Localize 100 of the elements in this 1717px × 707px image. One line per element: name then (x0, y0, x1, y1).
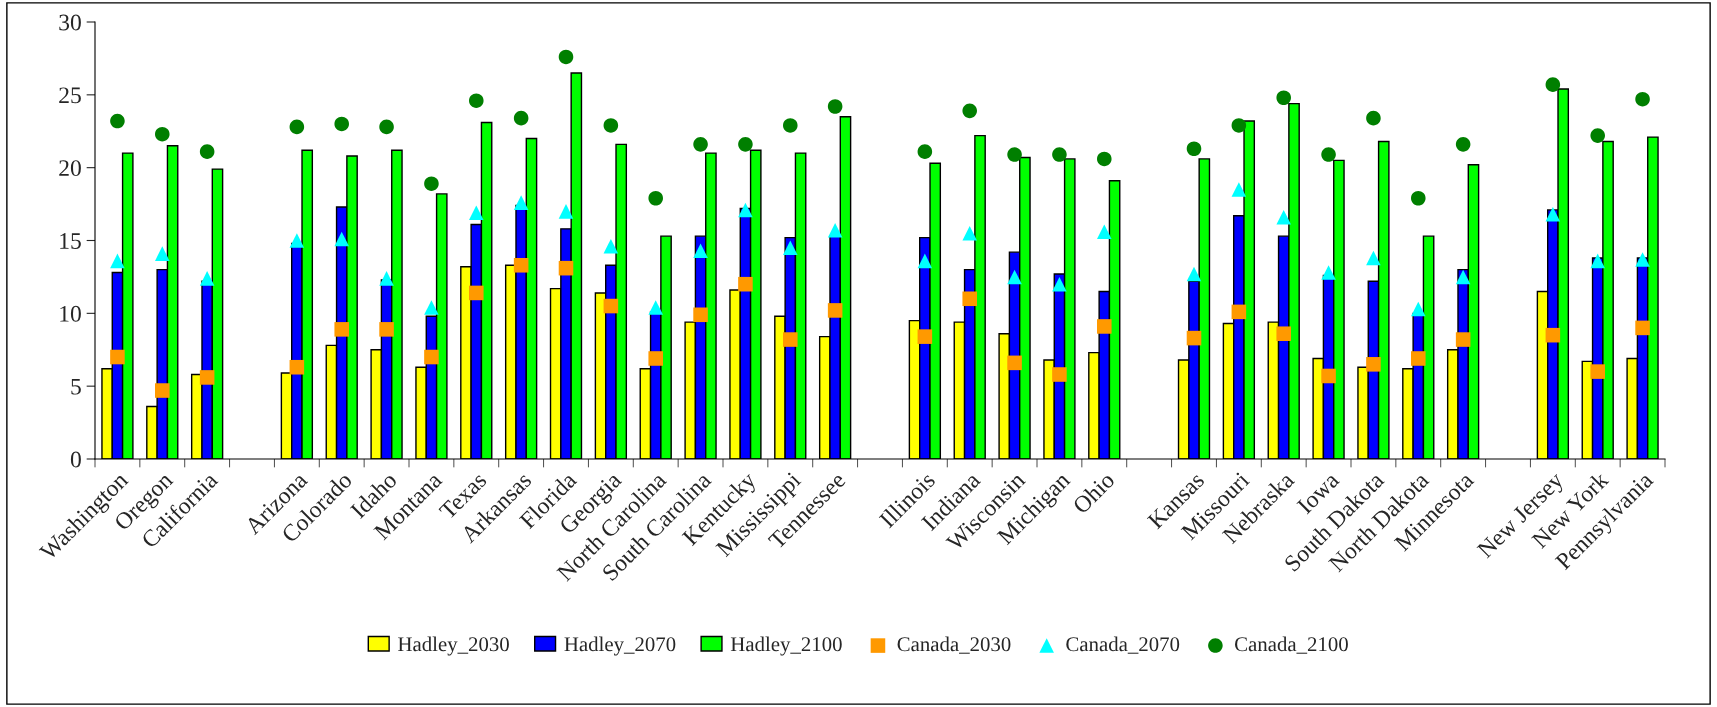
point (648, 300, 663, 315)
point (334, 231, 349, 247)
point (1635, 252, 1650, 267)
point (558, 260, 574, 276)
point (1097, 224, 1112, 240)
point (558, 49, 574, 65)
point (1186, 330, 1202, 346)
point (962, 103, 977, 119)
point (1186, 141, 1202, 157)
point (603, 298, 619, 314)
point (962, 291, 977, 307)
point (424, 176, 439, 191)
point (155, 246, 170, 261)
y-tick-label: 5 (71, 378, 81, 395)
point (648, 351, 663, 366)
point (1231, 304, 1247, 320)
point (603, 239, 619, 254)
legend-label: Canada_2070 (1066, 636, 1180, 654)
point (1545, 77, 1561, 92)
point (1366, 357, 1381, 372)
point (289, 119, 305, 135)
point (1052, 147, 1067, 162)
point (289, 233, 305, 248)
point (693, 307, 708, 323)
point (1590, 364, 1605, 379)
point (1097, 151, 1112, 167)
y-tick-label: 15 (60, 233, 81, 249)
y-tick-label: 10 (60, 305, 81, 322)
point (379, 271, 394, 286)
point (783, 332, 798, 347)
point (1052, 276, 1067, 292)
point (1231, 118, 1247, 133)
point (513, 257, 529, 273)
point (1276, 326, 1291, 342)
y-tick-label: 30 (59, 14, 81, 31)
point (1052, 367, 1067, 382)
point (199, 271, 215, 286)
point (1545, 207, 1561, 222)
y-tick-label: 20 (59, 160, 81, 177)
point (155, 383, 170, 398)
point (1231, 182, 1247, 197)
point (110, 113, 125, 129)
legend-label: Hadley_2100 (730, 636, 842, 656)
point (1455, 137, 1471, 152)
point (783, 240, 798, 256)
point (1455, 332, 1471, 347)
point (424, 349, 439, 365)
point (827, 223, 843, 238)
point (603, 118, 619, 133)
point (513, 195, 529, 210)
point (1007, 269, 1022, 285)
point (1276, 209, 1291, 225)
point (738, 137, 753, 152)
point (289, 359, 305, 375)
point (334, 116, 349, 132)
point (1097, 319, 1112, 334)
point (558, 204, 574, 219)
point (1366, 110, 1381, 126)
point (1411, 351, 1426, 366)
point (738, 276, 753, 292)
point (1635, 320, 1650, 336)
point (693, 243, 708, 258)
point (693, 137, 708, 152)
point (469, 205, 484, 221)
point (1366, 250, 1381, 266)
point (1590, 253, 1605, 269)
legend-label: Hadley_2030 (398, 636, 509, 656)
point (917, 144, 933, 159)
point (827, 99, 843, 114)
point (827, 303, 843, 318)
point (334, 322, 349, 337)
point (424, 300, 439, 315)
point (648, 190, 663, 206)
x-tick-label: Ohio (1071, 470, 1116, 515)
legend-label: Hadley_2070 (564, 636, 676, 656)
point (513, 110, 529, 126)
point (379, 322, 394, 337)
point (917, 329, 933, 344)
point (1455, 269, 1471, 285)
point (1545, 327, 1561, 343)
point (469, 285, 484, 301)
point (379, 119, 394, 135)
point (738, 202, 753, 218)
point (1007, 355, 1022, 371)
y-tick-label: 25 (59, 87, 81, 104)
point (962, 225, 977, 241)
point (469, 93, 484, 108)
point (1411, 301, 1426, 317)
point (1321, 368, 1336, 384)
point (783, 118, 798, 133)
point (1007, 147, 1022, 162)
point (110, 349, 125, 365)
point (1590, 128, 1605, 143)
point (155, 126, 170, 142)
point (917, 253, 933, 269)
point (1635, 91, 1650, 107)
y-tick-label: 0 (70, 451, 81, 468)
point (1411, 190, 1426, 206)
point (110, 253, 125, 269)
legend-label: Canada_2030 (897, 636, 1011, 654)
